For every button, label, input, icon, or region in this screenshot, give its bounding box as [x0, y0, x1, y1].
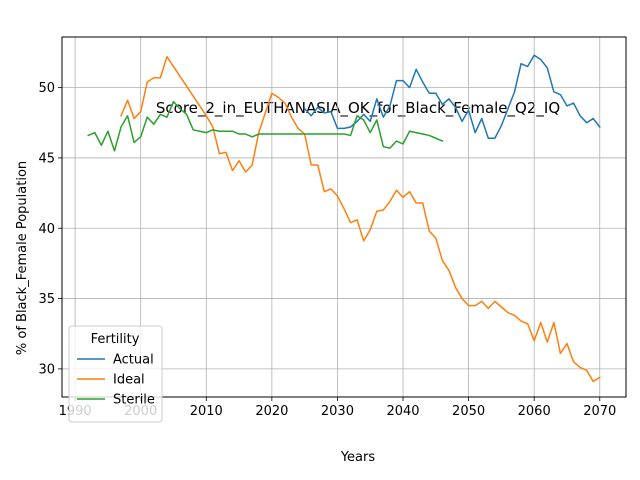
legend-label-sterile: Sterile — [113, 393, 155, 408]
legend: Fertility Actual Ideal Sterile — [68, 325, 163, 423]
x-tick-label: 2020 — [255, 404, 288, 419]
x-tick-label: 2040 — [386, 404, 419, 419]
y-tick-label: 50 — [38, 81, 55, 96]
chart-title: Score_2_in_EUTHANASIA_OK_for_Black_Femal… — [156, 99, 560, 118]
x-tick-label: 2060 — [518, 404, 551, 419]
x-tick-label: 2070 — [583, 404, 616, 419]
x-axis-label: Years — [340, 450, 376, 465]
plot-frame — [61, 36, 627, 398]
series-layer — [87, 54, 601, 383]
legend-items: Actual Ideal Sterile — [77, 353, 155, 408]
legend-label-actual: Actual — [113, 353, 154, 368]
x-tick-label: 2010 — [190, 404, 223, 419]
legend-label-ideal: Ideal — [113, 373, 145, 388]
grid — [62, 37, 626, 397]
y-axis-label: % of Black_Female Population — [15, 161, 30, 355]
y-tick-label: 35 — [38, 292, 55, 307]
y-tick-label: 45 — [38, 151, 55, 166]
y-tick-label: 40 — [38, 222, 55, 237]
y-axis: 30 35 40 45 50 — [38, 81, 62, 377]
legend-title: Fertility — [91, 332, 140, 347]
x-tick-label: 2030 — [321, 404, 354, 419]
series-line-sterile — [87, 100, 444, 152]
legend-box — [68, 325, 163, 423]
series-line-ideal — [120, 55, 601, 383]
x-tick-label: 2050 — [452, 404, 485, 419]
y-tick-label: 30 — [38, 362, 55, 377]
